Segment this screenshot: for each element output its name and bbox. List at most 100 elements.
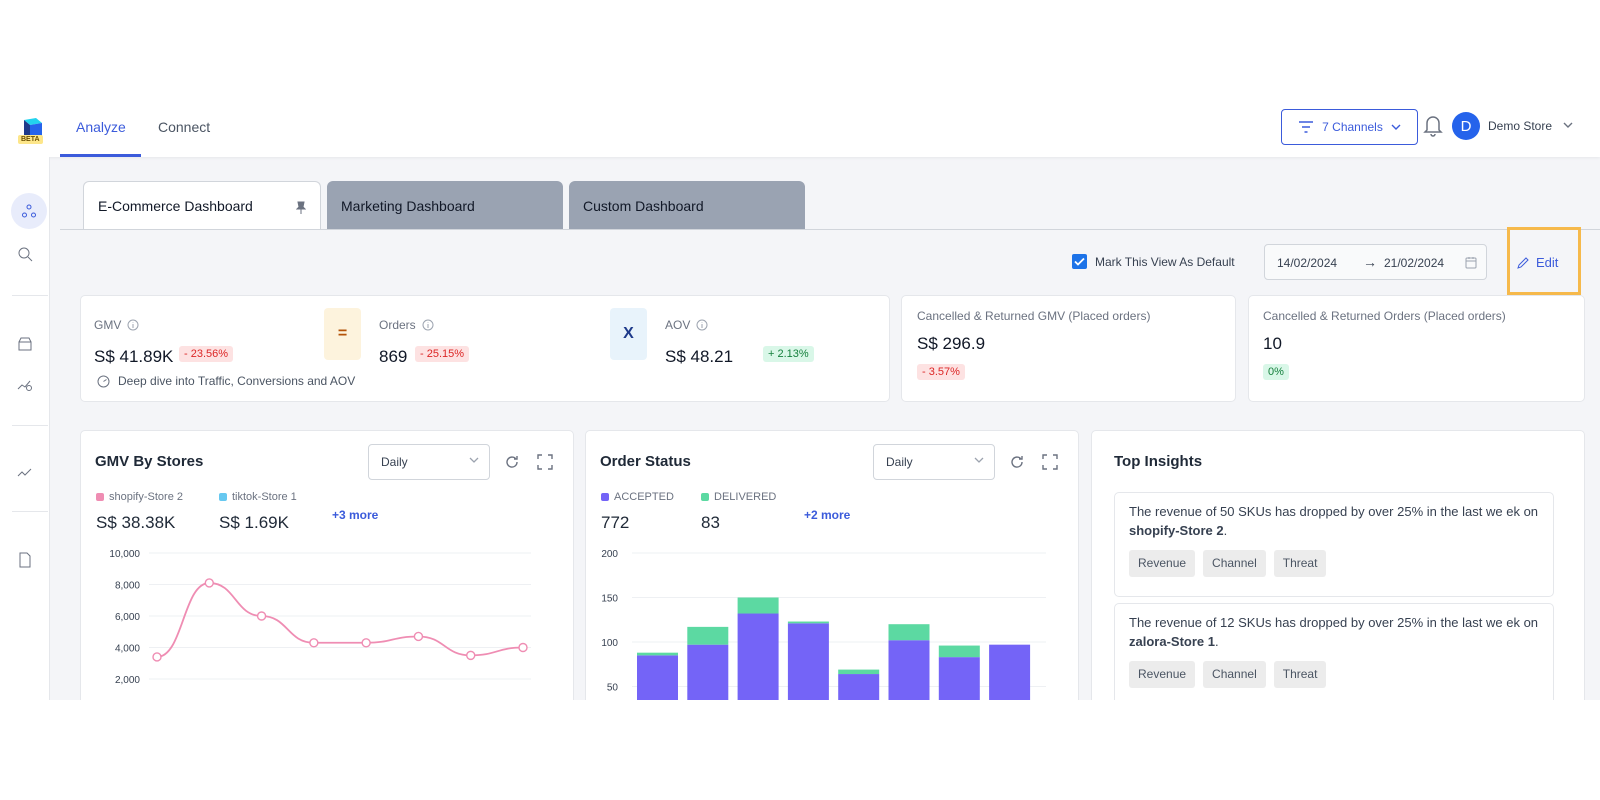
fullscreen-icon[interactable]	[537, 454, 553, 470]
default-view-checkbox[interactable]	[1072, 254, 1087, 269]
date-from: 14/02/2024	[1277, 256, 1337, 270]
aov-value: S$ 48.21	[665, 347, 733, 367]
refresh-icon[interactable]	[1009, 454, 1025, 470]
tag-threat[interactable]: Threat	[1274, 661, 1327, 688]
insight-item[interactable]: The revenue of 12 SKUs has dropped by ov…	[1114, 603, 1554, 700]
app-logo-icon[interactable]	[16, 111, 46, 151]
fullscreen-icon[interactable]	[1042, 454, 1058, 470]
legend-item[interactable]: shopify-Store 2	[96, 491, 183, 503]
bar-accepted	[687, 645, 728, 700]
pin-icon[interactable]	[296, 201, 306, 215]
gmv-value: S$ 41.89K	[94, 347, 173, 367]
data-point	[205, 579, 213, 587]
sidebar-item-analytics[interactable]	[14, 373, 36, 395]
nav-tab-connect[interactable]: Connect	[158, 119, 210, 135]
sidebar-item-dashboard[interactable]	[11, 193, 47, 229]
tag-threat[interactable]: Threat	[1274, 550, 1327, 577]
tag-channel[interactable]: Channel	[1203, 661, 1266, 688]
gmv-change-badge: - 23.56%	[179, 346, 233, 362]
nav-tab-analyze[interactable]: Analyze	[76, 119, 126, 135]
data-point	[310, 639, 318, 647]
kpi-card: GMV S$ 41.89K - 23.56% = Orders 869 - 25…	[80, 295, 890, 402]
equals-operator: =	[324, 308, 361, 360]
y-tick-label: 8,000	[115, 581, 140, 592]
legend-value: 83	[701, 513, 720, 533]
legend-item[interactable]: DELIVERED	[701, 491, 776, 503]
refresh-icon[interactable]	[504, 454, 520, 470]
pencil-icon	[1517, 256, 1530, 269]
tab-marketing-dashboard[interactable]: Marketing Dashboard	[327, 181, 563, 230]
insights-title: Top Insights	[1114, 453, 1202, 470]
more-legend-link[interactable]: +2 more	[804, 508, 850, 522]
bar-accepted	[889, 640, 930, 700]
more-legend-link[interactable]: +3 more	[332, 508, 378, 522]
y-tick-label: 100	[601, 638, 618, 649]
channels-label: 7 Channels	[1322, 120, 1383, 134]
granularity-select[interactable]: Daily	[873, 444, 995, 480]
data-point	[467, 651, 475, 659]
cancelled-orders-change-badge: 0%	[1263, 364, 1289, 380]
bar-delivered	[939, 646, 980, 658]
sidebar-item-trends[interactable]	[14, 461, 36, 483]
insight-text: The revenue of 12 SKUs has dropped by ov…	[1129, 613, 1539, 651]
tag-revenue[interactable]: Revenue	[1129, 550, 1195, 577]
info-icon[interactable]	[696, 319, 708, 331]
legend-item[interactable]: tiktok-Store 1	[219, 491, 297, 503]
y-tick-label: 150	[601, 594, 618, 605]
info-icon[interactable]	[127, 319, 139, 331]
tab-ecommerce-dashboard[interactable]: E-Commerce Dashboard	[83, 181, 321, 230]
orders-value: 869	[379, 347, 407, 367]
y-tick-label: 2,000	[115, 675, 140, 686]
y-tick-label: 50	[607, 683, 619, 694]
legend-value: 772	[601, 513, 629, 533]
date-to: 21/02/2024	[1384, 256, 1444, 270]
insight-text: The revenue of 50 SKUs has dropped by ov…	[1129, 502, 1539, 540]
cancelled-gmv-value: S$ 296.9	[917, 334, 985, 354]
chevron-down-icon[interactable]	[1562, 119, 1574, 131]
tab-label: E-Commerce Dashboard	[98, 198, 253, 214]
info-icon[interactable]	[422, 319, 434, 331]
edit-button[interactable]: Edit	[1517, 255, 1558, 270]
sidebar-divider	[12, 511, 48, 512]
cancelled-orders-card: Cancelled & Returned Orders (Placed orde…	[1248, 295, 1585, 402]
sidebar-divider	[12, 295, 48, 296]
active-tab-underline	[60, 154, 141, 157]
avatar[interactable]: D	[1452, 112, 1480, 140]
gauge-icon	[97, 375, 110, 388]
channels-filter-button[interactable]: 7 Channels	[1281, 109, 1418, 145]
sidebar	[0, 157, 50, 700]
bar-accepted	[939, 657, 980, 700]
order-status-bar-chart: 20015010050	[586, 536, 1080, 700]
legend-item[interactable]: ACCEPTED	[601, 491, 674, 503]
trend-search-icon	[17, 376, 33, 392]
tag-channel[interactable]: Channel	[1203, 550, 1266, 577]
date-range-picker[interactable]: 14/02/2024 → 21/02/2024	[1264, 244, 1487, 280]
top-bar: BETA Analyze Connect 7 Channels D Demo S…	[0, 105, 1600, 157]
bar-accepted	[989, 645, 1030, 700]
sidebar-item-reports[interactable]	[14, 549, 36, 571]
bell-icon[interactable]	[1422, 113, 1444, 137]
sidebar-item-stores[interactable]	[14, 333, 36, 355]
tab-custom-dashboard[interactable]: Custom Dashboard	[569, 181, 805, 230]
calendar-icon	[1465, 256, 1477, 269]
search-chart-icon	[17, 246, 33, 262]
bar-accepted	[637, 655, 678, 700]
document-icon	[18, 552, 32, 568]
arrow-right-icon: →	[1363, 254, 1377, 270]
cancelled-gmv-change-badge: - 3.57%	[917, 364, 965, 380]
sidebar-item-explore[interactable]	[14, 243, 36, 265]
y-tick-label: 4,000	[115, 644, 140, 655]
cancelled-gmv-label: Cancelled & Returned GMV (Placed orders)	[917, 309, 1150, 323]
tag-revenue[interactable]: Revenue	[1129, 661, 1195, 688]
insight-item[interactable]: The revenue of 50 SKUs has dropped by ov…	[1114, 492, 1554, 597]
store-name[interactable]: Demo Store	[1488, 119, 1552, 133]
bar-delivered	[889, 624, 930, 640]
deep-dive-link[interactable]: Deep dive into Traffic, Conversions and …	[97, 374, 355, 388]
bar-delivered	[838, 670, 879, 674]
line-chart-icon	[17, 464, 33, 480]
edit-label: Edit	[1536, 255, 1558, 270]
data-point	[153, 653, 161, 661]
chevron-down-icon	[469, 457, 479, 463]
orders-label: Orders	[379, 318, 434, 332]
granularity-select[interactable]: Daily	[368, 444, 490, 480]
